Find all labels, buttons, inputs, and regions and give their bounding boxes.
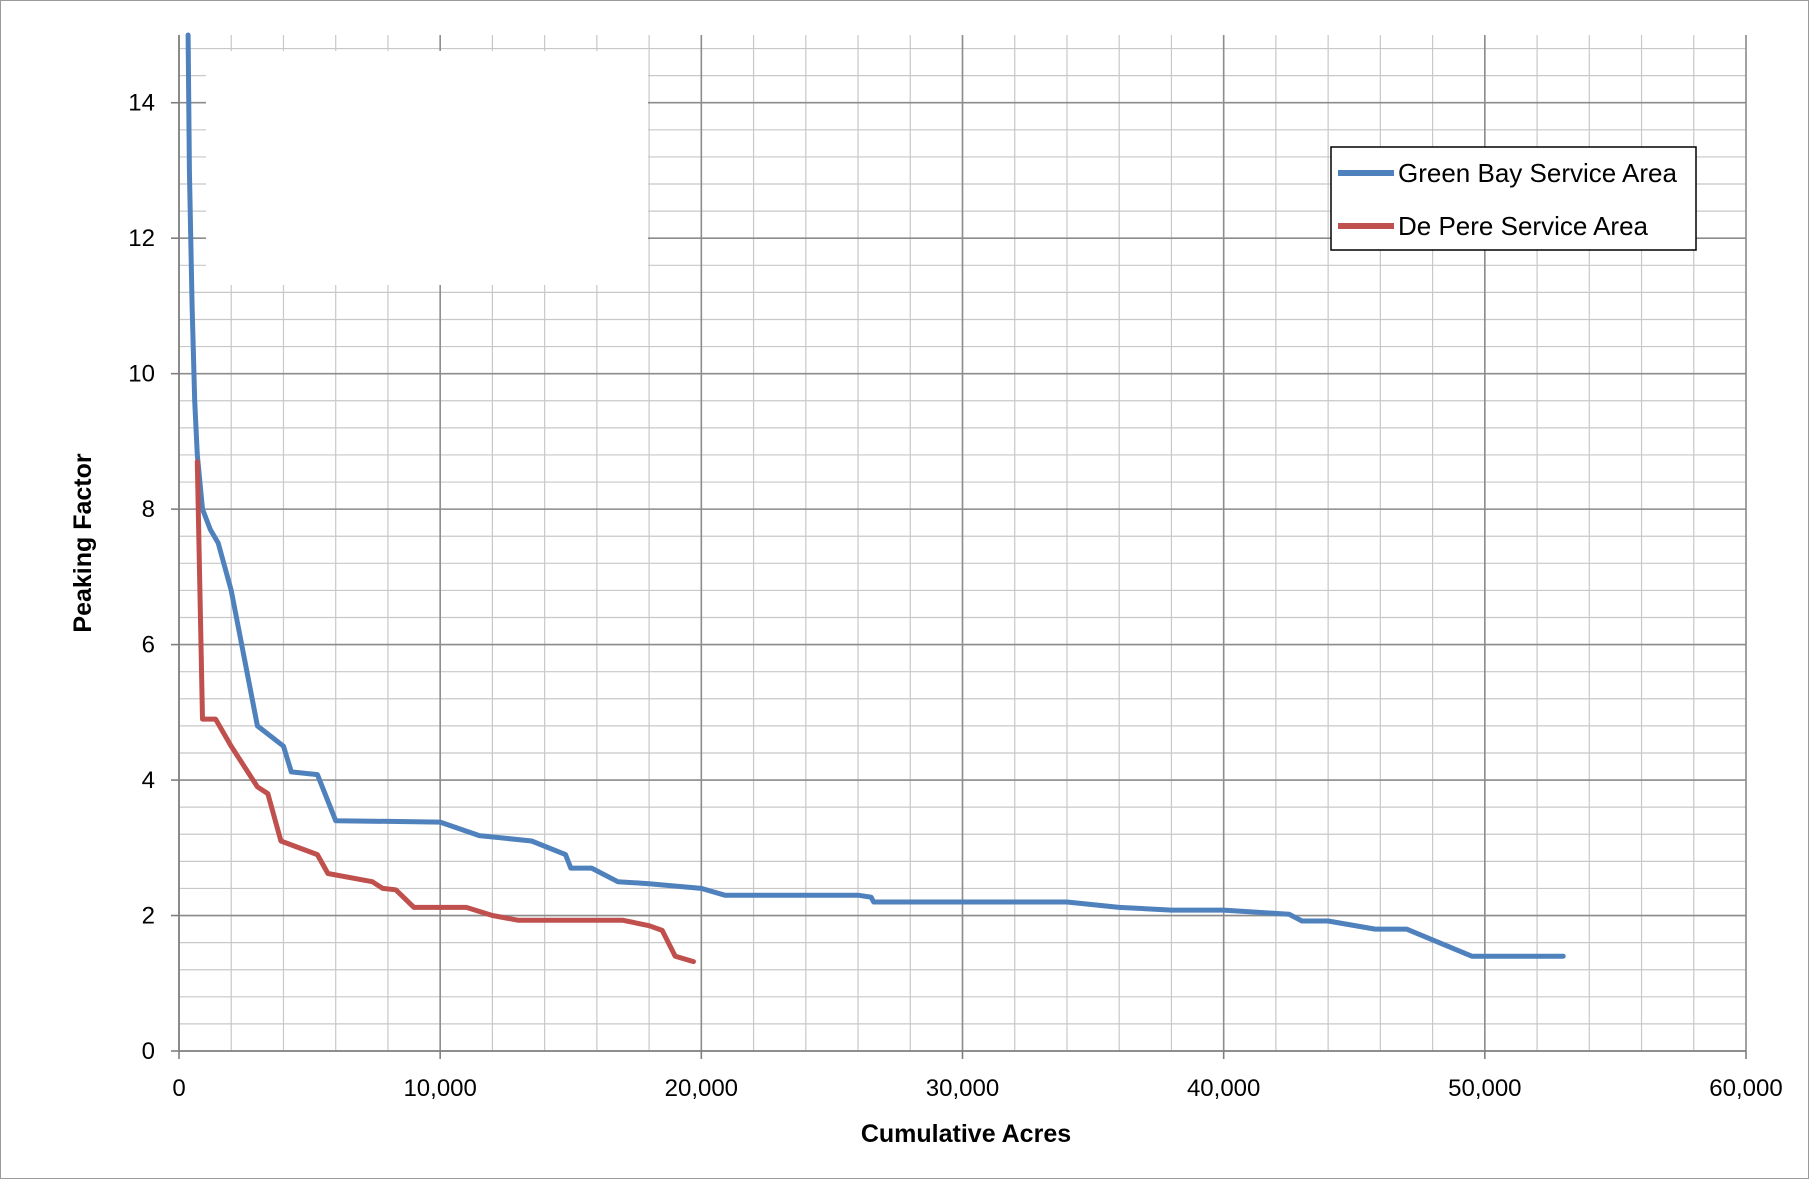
x-tick-label: 50,000 — [1448, 1075, 1521, 1102]
series-line-green-bay — [185, 32, 1566, 959]
legend-label-green-bay: Green Bay Service Area — [1398, 158, 1677, 188]
y-tick-label: 6 — [142, 632, 155, 659]
legend-box — [1330, 146, 1697, 251]
y-tick-label: 4 — [142, 767, 155, 794]
x-tick-label: 10,000 — [403, 1075, 476, 1102]
x-tick-label: 60,000 — [1709, 1075, 1782, 1102]
axes — [171, 35, 1747, 1059]
legend-label-de-pere: De Pere Service Area — [1398, 211, 1649, 241]
y-axis-title: Peaking Factor — [69, 453, 97, 632]
y-tick-label: 10 — [128, 361, 155, 388]
series-layer — [185, 32, 1566, 965]
y-tick-label: 0 — [142, 1038, 155, 1065]
x-tick-label: 0 — [172, 1075, 185, 1102]
x-tick-label: 20,000 — [665, 1075, 738, 1102]
x-axis-title: Cumulative Acres — [861, 1120, 1071, 1148]
y-tick-label: 8 — [142, 496, 155, 523]
x-tick-labels: 0 10,000 20,000 30,000 40,000 50,000 60,000 — [172, 1075, 1782, 1102]
blank-area — [206, 51, 648, 285]
series-line-de-pere — [194, 459, 696, 965]
y-tick-label: 2 — [142, 903, 155, 930]
y-tick-label: 14 — [128, 90, 155, 117]
y-tick-label: 12 — [128, 225, 155, 252]
x-tick-label: 40,000 — [1187, 1075, 1260, 1102]
legend: Green Bay Service Area De Pere Service A… — [1330, 146, 1697, 251]
y-tick-labels: 0 2 4 6 8 10 12 14 — [128, 90, 155, 1065]
x-tick-label: 30,000 — [926, 1075, 999, 1102]
